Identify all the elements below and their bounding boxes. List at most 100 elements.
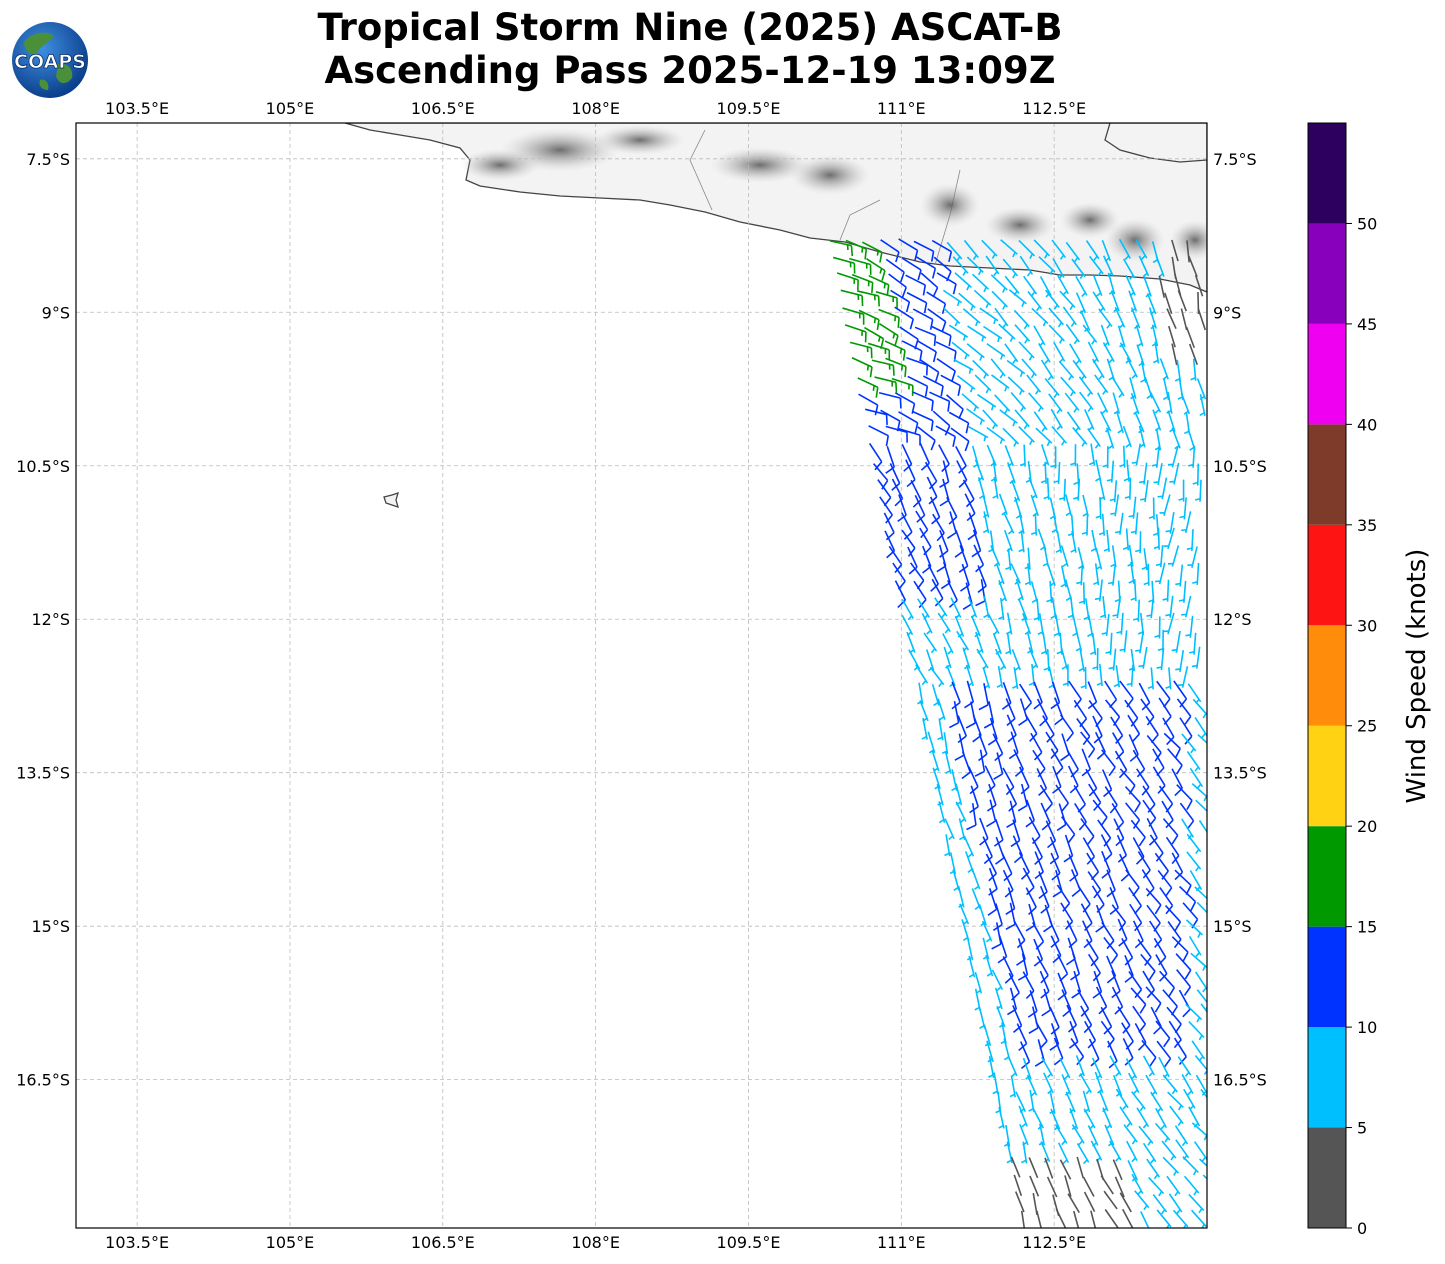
wind-barb-staff	[971, 803, 977, 826]
wind-barb-staff	[974, 459, 985, 481]
wind-barb-staff	[1003, 529, 1013, 552]
wind-barb-feather	[1053, 480, 1059, 484]
colorbar-segment	[1308, 323, 1346, 425]
wind-barb-staff	[931, 239, 952, 253]
wind-barb-staff	[1151, 324, 1159, 347]
wind-barb-feather	[1073, 496, 1079, 500]
colorbar-tick-label: 25	[1357, 717, 1377, 736]
wind-barb-staff	[1166, 308, 1177, 330]
wind-barb-staff	[1014, 324, 1031, 342]
wind-barb-feather	[879, 252, 883, 263]
wind-barb-feather	[1179, 698, 1188, 708]
wind-barb-staff	[1149, 834, 1164, 854]
wind-barb-staff	[1138, 425, 1146, 448]
wind-barb-feather	[946, 531, 957, 539]
wind-barb-staff	[1022, 1057, 1032, 1080]
wind-barb-staff	[910, 479, 922, 501]
wind-barb-feather	[939, 499, 950, 507]
wind-barb-feather	[983, 286, 988, 293]
wind-barb-feather	[1065, 596, 1072, 602]
wind-barb-staff	[1008, 972, 1020, 994]
wind-barb-feather	[872, 385, 875, 391]
wind-barb-feather	[970, 305, 974, 311]
wind-barb-staff	[1155, 1107, 1168, 1129]
wind-barb-feather	[1087, 748, 1096, 759]
wind-barb-feather	[1178, 1104, 1182, 1111]
wind-barb-staff	[1010, 731, 1019, 753]
wind-barb-staff	[1197, 733, 1207, 745]
wind-barb-staff	[1043, 1072, 1054, 1094]
wind-barb-staff	[1124, 786, 1141, 804]
wind-barb-feather	[930, 440, 936, 451]
wind-barb-staff	[1157, 463, 1163, 485]
wind-barb-staff	[1188, 1020, 1205, 1039]
wind-barb-feather	[1190, 377, 1196, 381]
wind-barb-feather	[1152, 359, 1159, 364]
wind-barb-feather	[1044, 803, 1053, 813]
wind-barb-staff	[1032, 749, 1046, 770]
wind-barb-staff	[1124, 802, 1141, 821]
wind-barb-staff	[1177, 290, 1188, 312]
wind-barb-staff	[894, 392, 915, 405]
wind-barb-staff	[1111, 376, 1125, 397]
wind-barb-feather	[1107, 445, 1114, 450]
wind-barb-staff	[1010, 391, 1027, 410]
wind-barb-staff	[961, 563, 970, 586]
wind-barb-feather	[939, 550, 949, 558]
wind-barb-feather	[1171, 1089, 1177, 1095]
wind-barb-staff	[885, 258, 905, 273]
wind-barb-staff	[946, 241, 963, 260]
wind-barb-staff	[1196, 901, 1207, 914]
wind-barb-feather	[1056, 650, 1063, 655]
wind-barb-staff	[1064, 494, 1072, 516]
wind-barb-feather	[1182, 1224, 1187, 1228]
wind-barb-staff	[919, 442, 930, 464]
wind-barb-staff	[1018, 599, 1028, 621]
wind-barb-feather	[958, 479, 968, 488]
wind-barb-staff	[945, 834, 951, 857]
wind-barb-staff	[1095, 986, 1108, 1007]
wind-barb-staff	[1184, 511, 1192, 533]
wind-barb-staff	[1013, 309, 1030, 328]
wind-barb-staff	[1130, 307, 1141, 329]
wind-barb-feather	[1210, 747, 1212, 752]
wind-barb-staff	[1078, 376, 1094, 395]
wind-barb-feather	[1073, 257, 1079, 263]
wind-barb-staff	[924, 461, 938, 482]
wind-barb-staff	[1095, 904, 1105, 927]
wind-barb-staff	[1073, 784, 1086, 805]
wind-barb-feather	[1210, 1104, 1213, 1108]
wind-barb-feather	[1105, 651, 1111, 654]
wind-barb-feather	[1178, 599, 1185, 602]
wind-barb-feather	[921, 680, 927, 686]
wind-barb-staff	[979, 307, 999, 322]
wind-barb-staff	[1154, 341, 1160, 364]
wind-barb-staff	[1099, 478, 1106, 501]
wind-barb-staff	[1075, 275, 1088, 296]
wind-barb-staff	[998, 579, 1008, 602]
wind-barb-staff	[1022, 612, 1032, 635]
lon-labels-top: 103.5°E 105°E 106.5°E 108°E 109.5°E 111°E 112.…	[105, 99, 1086, 118]
wind-barb-feather	[1118, 921, 1127, 932]
colorbar-segment	[1308, 1127, 1346, 1228]
wind-barb-staff	[1063, 478, 1066, 501]
wind-barb-staff	[913, 580, 927, 601]
wind-barb-staff	[1176, 698, 1192, 717]
wind-barb-staff	[1072, 426, 1088, 445]
wind-barb-feather	[1021, 301, 1025, 307]
wind-barb-staff	[991, 969, 1004, 990]
wind-barb-staff	[905, 274, 926, 286]
wind-barb-staff	[1064, 1175, 1072, 1197]
wind-barb-feather	[997, 956, 1007, 964]
wind-barb-staff	[1077, 885, 1091, 905]
wind-barb-staff	[1094, 731, 1106, 753]
wind-barb-feather	[1053, 632, 1060, 637]
lat-tick-label-left: 13.5°S	[16, 764, 70, 783]
wind-barb-staff	[1161, 1140, 1177, 1159]
wind-barb-staff	[1093, 970, 1103, 993]
wind-barb-staff	[1098, 579, 1103, 602]
wind-barb-staff	[914, 494, 926, 516]
wind-barb-feather	[1196, 783, 1202, 789]
wind-barb-feather	[920, 462, 930, 471]
wind-barb-feather	[1118, 769, 1128, 779]
